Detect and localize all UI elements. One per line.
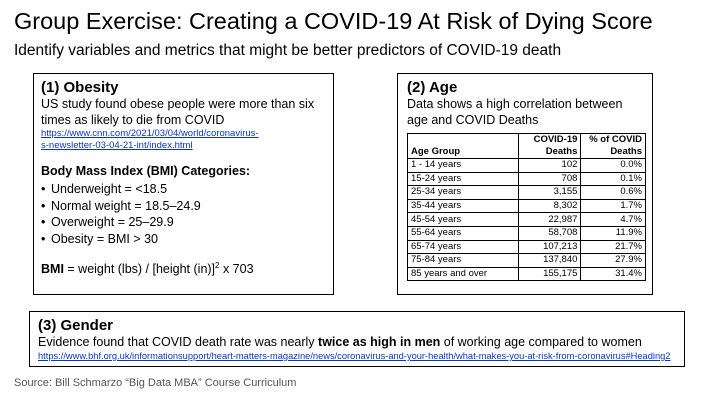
bmi-formula-mid: = weight (lbs) / [height (in)] <box>63 262 216 277</box>
age-group-cell: 15-24 years <box>407 171 519 187</box>
percent-deaths-cell: 11.9% <box>580 225 646 241</box>
table-row: 25-34 years 3,155 0.6% <box>407 185 646 200</box>
age-group-cell: 75-84 years <box>407 253 519 268</box>
column-header-percent-deaths: % of COVID Deaths <box>580 133 646 159</box>
percent-deaths-cell: 31.4% <box>580 266 646 282</box>
age-group-cell: 1 - 14 years <box>407 158 519 173</box>
obesity-text: US study found obese people were more th… <box>41 97 315 127</box>
covid-deaths-cell: 58,708 <box>517 225 582 241</box>
percent-deaths-cell: 1.7% <box>580 198 646 214</box>
age-deaths-table: Age Group COVID-19 Deaths % of COVID Dea… <box>407 133 646 282</box>
table-row: 35-44 years 8,302 1.7% <box>407 198 646 214</box>
percent-deaths-cell: 21.7% <box>580 239 646 255</box>
covid-deaths-cell: 155,175 <box>517 266 582 282</box>
bmi-heading: Body Mass Index (BMI) Categories: <box>41 164 251 178</box>
bmi-formula-label: BMI <box>41 262 64 277</box>
age-text: Data shows a high correlation between ag… <box>407 97 623 127</box>
obesity-link-line-2[interactable]: s-newsletter-03-04-21-int/index.html <box>41 140 193 151</box>
age-group-cell: 25-34 years <box>407 185 519 200</box>
covid-deaths-cell: 107,213 <box>517 239 582 255</box>
bmi-formula: BMI = weight (lbs) / [height (in)]2 x 70… <box>41 261 327 276</box>
column-header-age-group: Age Group <box>407 133 519 159</box>
bmi-formula-end: x 703 <box>219 262 254 277</box>
age-group-cell: 35-44 years <box>407 198 519 214</box>
slide-subtitle: Identify variables and metrics that migh… <box>14 42 562 59</box>
obesity-panel: (1) Obesity US study found obese people … <box>33 73 334 295</box>
age-group-cell: 65-74 years <box>407 239 519 255</box>
covid-deaths-cell: 102 <box>517 158 582 173</box>
obesity-heading: (1) Obesity <box>41 79 119 96</box>
table-row: 1 - 14 years 102 0.0% <box>407 158 646 173</box>
gender-text-start: Evidence found that COVID death rate was… <box>38 335 319 349</box>
obesity-link-line-1[interactable]: https://www.cnn.com/2021/03/04/world/cor… <box>41 128 259 139</box>
covid-deaths-cell: 708 <box>517 171 582 187</box>
gender-text-emphasis: twice as high in men <box>318 335 441 349</box>
bmi-category-list: Underweight = <18.5 Normal weight = 18.5… <box>41 181 327 247</box>
obesity-link[interactable]: https://www.cnn.com/2021/03/04/world/cor… <box>41 128 327 152</box>
percent-deaths-cell: 0.0% <box>580 158 646 173</box>
age-group-cell: 55-64 years <box>407 225 519 241</box>
bmi-formula-exponent: 2 <box>215 261 220 270</box>
table-row: 15-24 years 708 0.1% <box>407 171 646 187</box>
table-row: 85 years and over 155,175 31.4% <box>407 266 646 282</box>
gender-text: Evidence found that COVID death rate was… <box>38 334 678 350</box>
table-row: 65-74 years 107,213 21.7% <box>407 239 646 255</box>
bmi-category-obesity: Obesity = BMI > 30 <box>41 231 327 248</box>
table-row: 75-84 years 137,840 27.9% <box>407 253 646 268</box>
percent-deaths-cell: 0.6% <box>580 185 646 200</box>
gender-heading: (3) Gender <box>38 317 114 334</box>
age-heading: (2) Age <box>407 79 458 96</box>
percent-deaths-cell: 0.1% <box>580 171 646 187</box>
table-row: 55-64 years 58,708 11.9% <box>407 225 646 241</box>
gender-text-end: of working age compared to women <box>440 335 642 349</box>
percent-deaths-cell: 4.7% <box>580 212 646 227</box>
age-group-cell: 45-54 years <box>407 212 519 227</box>
covid-deaths-cell: 137,840 <box>517 253 582 268</box>
age-panel: (2) Age Data shows a high correlation be… <box>397 73 653 295</box>
percent-deaths-cell: 27.9% <box>580 253 646 268</box>
bmi-category-underweight: Underweight = <18.5 <box>41 181 327 198</box>
source-credit: Source: Bill Schmarzo “Big Data MBA” Cou… <box>14 377 297 389</box>
gender-link[interactable]: https://www.bhf.org.uk/informationsuppor… <box>38 351 671 361</box>
slide-title: Group Exercise: Creating a COVID-19 At R… <box>14 8 653 34</box>
age-group-cell: 85 years and over <box>407 266 519 282</box>
gender-panel: (3) Gender Evidence found that COVID dea… <box>29 311 685 367</box>
covid-deaths-cell: 8,302 <box>517 198 582 214</box>
bmi-category-normal: Normal weight = 18.5–24.9 <box>41 198 327 215</box>
column-header-covid-deaths: COVID-19 Deaths <box>517 133 582 159</box>
covid-deaths-cell: 3,155 <box>517 185 582 200</box>
table-row: 45-54 years 22,987 4.7% <box>407 212 646 227</box>
covid-deaths-cell: 22,987 <box>517 212 582 227</box>
bmi-category-overweight: Overweight = 25–29.9 <box>41 214 327 231</box>
